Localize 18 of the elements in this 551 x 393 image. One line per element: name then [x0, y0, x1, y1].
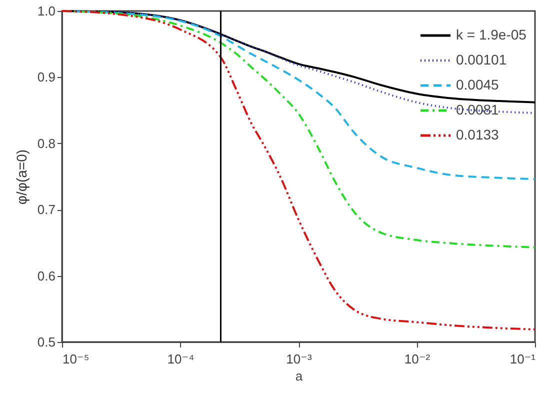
legend-label: 0.0081 [456, 102, 500, 118]
y-tick-label: 0.7 [37, 202, 56, 218]
y-axis-title: φ/φ(a=0) [13, 149, 30, 205]
x-tick-label: 10⁻⁵ [62, 352, 90, 366]
x-tick-label: 10⁻² [404, 352, 431, 366]
x-tick-label: 10⁻³ [286, 352, 312, 366]
legend-label: 0.00101 [456, 52, 507, 68]
y-tick-label: 0.9 [37, 70, 56, 85]
legend-label: 0.0045 [456, 76, 500, 92]
y-tick-label: 1.0 [37, 4, 56, 18]
x-tick-label: 10⁻¹ [510, 352, 536, 366]
y-tick-label: 0.6 [37, 268, 56, 284]
x-tick-label: 10⁻⁴ [167, 352, 194, 366]
y-tick-label: 0.5 [37, 334, 56, 350]
x-axis-title: a [295, 368, 304, 384]
y-tick-label: 0.8 [37, 136, 56, 151]
legend-label: 0.0133 [456, 126, 500, 142]
legend-label: k = 1.9e-05 [456, 26, 527, 42]
